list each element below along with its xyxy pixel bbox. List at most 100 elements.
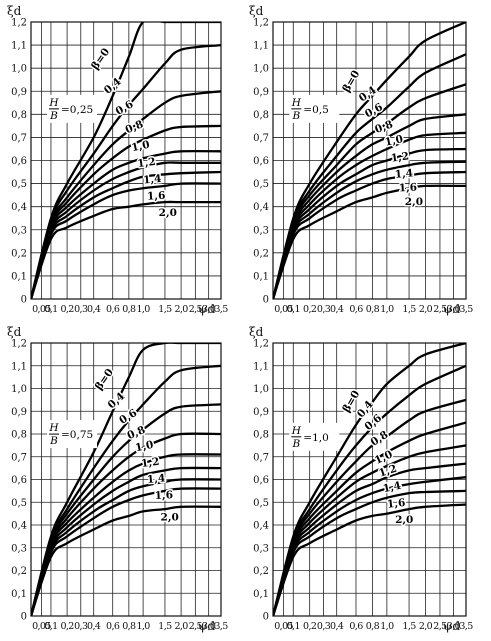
plot-frame	[272, 21, 467, 300]
x-axis-label: ψd	[198, 302, 215, 316]
series-line-3	[31, 403, 221, 616]
y-tick-label: 0,2	[11, 248, 27, 259]
series-label: 1,2	[137, 156, 157, 170]
series-line-5	[273, 444, 466, 616]
series-line-5	[273, 131, 466, 299]
x-tick-label: 2,0	[174, 304, 188, 315]
ratio-numerator: H	[48, 97, 59, 109]
series-label: 1,4	[394, 167, 413, 181]
ratio-value: =0,25	[61, 104, 93, 116]
series-line-3	[273, 83, 466, 299]
x-tick-label: 3,5	[459, 621, 473, 632]
y-tick-label: 0,3	[11, 543, 27, 554]
y-tick-label: 0,4	[11, 521, 27, 532]
series-line-3	[273, 398, 466, 616]
ratio-denominator: B	[291, 438, 300, 450]
ratio-value: =0,75	[61, 429, 93, 441]
ratio-annotation: HB =1,0	[289, 422, 340, 451]
ratio-denominator: B	[49, 435, 58, 447]
x-axis-label: ψd	[443, 619, 460, 633]
y-axis-label: ξd	[7, 4, 22, 18]
plot-frame	[272, 342, 467, 617]
x-tick-label: 0,2	[303, 621, 317, 632]
x-tick-label: 0,1	[287, 304, 300, 315]
series-line-4	[273, 113, 466, 299]
series-label: 2,0	[161, 511, 179, 523]
series-line-8	[273, 170, 466, 299]
y-tick-label: 0,1	[11, 589, 27, 600]
y-tick-label: 0,3	[253, 543, 269, 554]
y-tick-label: 0,4	[253, 202, 269, 213]
chart-panel-3: 00,10,20,30,40,50,60,70,80,91,01,11,20,0…	[7, 325, 229, 633]
y-tick-label: 1,1	[11, 41, 27, 52]
y-tick-label: 0,6	[11, 475, 27, 486]
x-tick-label: 1,0	[380, 621, 394, 632]
series-label: 1,2	[140, 456, 160, 470]
series-label: 0,6	[117, 407, 139, 427]
series-line-9	[273, 184, 466, 299]
series-line-4	[31, 432, 221, 616]
x-tick-label: 0,6	[106, 621, 120, 632]
x-tick-label: 2,0	[419, 304, 433, 315]
y-tick-label: 0,2	[11, 566, 27, 577]
y-tick-label: 1,2	[11, 18, 27, 29]
series-line-9	[31, 200, 221, 299]
x-tick-label: 0,05	[274, 621, 293, 632]
y-tick-label: 1,0	[11, 64, 27, 75]
series-line-5	[31, 453, 221, 616]
x-tick-label: 0,8	[122, 621, 136, 632]
x-tick-label: 0,8	[122, 304, 136, 315]
y-tick-label: 0,8	[11, 430, 27, 441]
y-tick-label: 0	[263, 295, 269, 306]
x-tick-label: 3,0	[202, 304, 216, 315]
y-tick-label: 0,8	[11, 110, 27, 121]
series-label: 1,6	[399, 182, 418, 195]
x-tick-label: 0,6	[106, 304, 120, 315]
x-tick-label: 0,05	[32, 621, 51, 632]
plot-frame	[30, 21, 222, 300]
series-label: 1,2	[390, 150, 410, 164]
y-tick-label: 0,8	[253, 430, 269, 441]
y-tick-label: 0,2	[253, 566, 269, 577]
ratio-numerator: H	[291, 97, 302, 109]
y-tick-label: 0,7	[11, 452, 27, 463]
series-line-7	[31, 478, 221, 616]
series-line-4	[273, 421, 466, 616]
series-line-3	[31, 90, 221, 299]
series-line-7	[273, 160, 466, 299]
y-tick-label: 0,6	[253, 475, 269, 486]
y-tick-label: 0,5	[253, 498, 269, 509]
y-axis-label: ξd	[7, 325, 22, 339]
series-label: 1,0	[130, 139, 150, 155]
x-tick-label: 1,5	[158, 304, 172, 315]
y-tick-label: 1,0	[253, 64, 269, 75]
x-tick-label: 2,0	[419, 621, 433, 632]
x-tick-label: 3,0	[447, 621, 461, 632]
y-tick-label: 0,3	[253, 225, 269, 236]
y-tick-label: 0,5	[253, 179, 269, 190]
x-tick-label: 0,8	[366, 621, 380, 632]
y-tick-label: 0,5	[11, 498, 27, 509]
y-axis-label: ξd	[249, 325, 264, 339]
y-tick-label: 1,1	[11, 361, 27, 372]
series-label: 1,4	[382, 480, 402, 496]
y-tick-label: 0,7	[253, 452, 269, 463]
series-line-5	[31, 149, 221, 299]
series-label: 1,6	[147, 190, 166, 203]
series-line-8	[31, 182, 221, 299]
x-tick-label: 0,3	[74, 621, 88, 632]
x-tick-label: 0,05	[32, 304, 51, 315]
x-tick-label: 1,5	[402, 304, 416, 315]
ratio-value: =1,0	[303, 432, 329, 444]
y-tick-label: 1,0	[253, 384, 269, 395]
x-tick-label: 1,0	[136, 304, 150, 315]
x-axis-label: ψd	[443, 302, 460, 316]
ratio-annotation: HB =0,75	[47, 420, 97, 449]
x-tick-label: 3,5	[214, 621, 228, 632]
y-tick-label: 0	[263, 612, 269, 623]
series-label: 0,4	[357, 84, 379, 104]
y-tick-label: 0,2	[253, 248, 269, 259]
x-tick-label: 3,0	[447, 304, 461, 315]
series-line-6	[31, 161, 221, 299]
